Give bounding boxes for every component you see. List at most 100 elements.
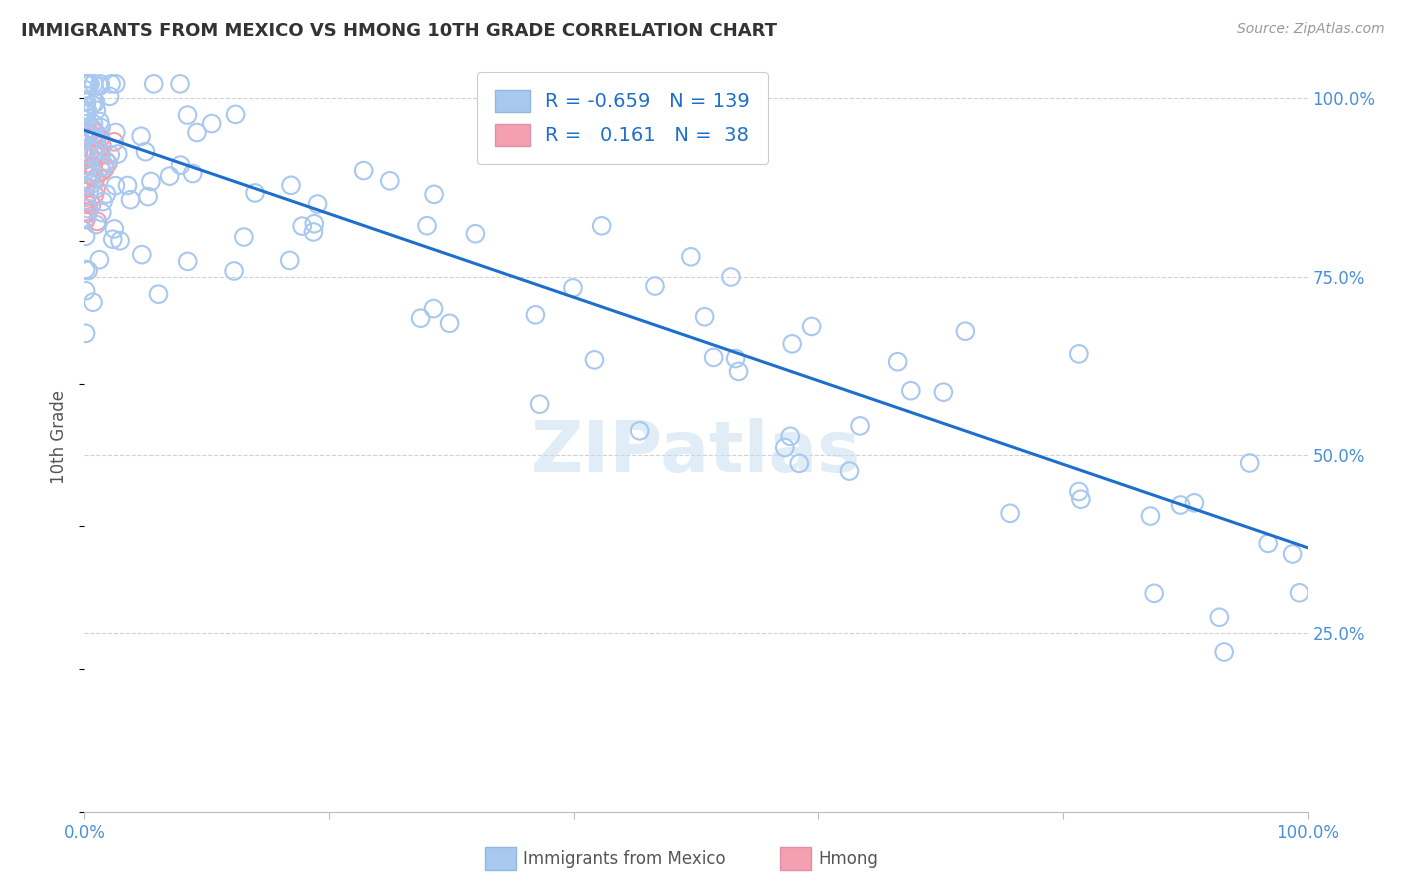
Point: [169, 77, 191, 91]
Point: [77, 77, 100, 91]
Point: [304, 217, 326, 231]
Point: [77, 263, 100, 277]
Point: [83, 187, 105, 202]
Point: [1257, 536, 1279, 550]
Point: [86, 103, 108, 118]
Point: [76, 103, 98, 118]
Point: [75, 211, 97, 225]
Point: [82, 117, 104, 131]
Point: [76, 205, 98, 219]
Point: [91, 194, 114, 209]
Point: [75, 284, 97, 298]
Point: [86, 137, 108, 152]
Point: [1288, 586, 1310, 600]
Point: [849, 418, 872, 433]
Point: [80, 167, 103, 181]
Point: [591, 219, 613, 233]
Text: IMMIGRANTS FROM MEXICO VS HMONG 10TH GRADE CORRELATION CHART: IMMIGRANTS FROM MEXICO VS HMONG 10TH GRA…: [21, 22, 778, 40]
Point: [75, 77, 97, 91]
Point: [82, 169, 104, 183]
Point: [104, 178, 127, 193]
Point: [679, 250, 702, 264]
Point: [75, 146, 97, 161]
Point: [562, 281, 585, 295]
Point: [75, 229, 97, 244]
Point: [89, 79, 111, 94]
Point: [1070, 492, 1092, 507]
Point: [101, 232, 124, 246]
Point: [76, 77, 98, 91]
Point: [91, 164, 114, 178]
Point: [89, 131, 111, 145]
Point: [76, 206, 98, 220]
Point: [232, 230, 254, 244]
Point: [693, 310, 716, 324]
Point: [291, 219, 314, 234]
Text: Hmong: Hmong: [818, 850, 879, 868]
Point: [75, 193, 97, 207]
Point: [1143, 586, 1166, 600]
Point: [439, 316, 461, 330]
Point: [90, 205, 112, 219]
Point: [89, 114, 111, 128]
Point: [83, 77, 105, 91]
Point: [583, 136, 606, 151]
Point: [353, 163, 375, 178]
Point: [280, 178, 302, 193]
Point: [159, 169, 181, 183]
Y-axis label: 10th Grade: 10th Grade: [51, 390, 69, 484]
Text: ZIPatlas: ZIPatlas: [531, 417, 860, 486]
Point: [628, 424, 651, 438]
Point: [103, 222, 125, 236]
Point: [378, 174, 401, 188]
Point: [628, 138, 651, 153]
Point: [117, 178, 139, 193]
Point: [76, 197, 98, 211]
Point: [84, 145, 107, 159]
Point: [139, 174, 162, 188]
Point: [77, 141, 100, 155]
Point: [104, 126, 127, 140]
Point: [75, 149, 97, 163]
Point: [142, 77, 165, 91]
Point: [422, 301, 444, 316]
Point: [75, 106, 97, 120]
Point: [82, 295, 104, 310]
Point: [75, 195, 97, 210]
Point: [86, 214, 108, 228]
Point: [75, 151, 97, 165]
Point: [134, 145, 156, 159]
Point: [727, 364, 749, 378]
Point: [86, 127, 108, 141]
Point: [75, 326, 97, 341]
Point: [75, 189, 97, 203]
Point: [100, 77, 122, 91]
Point: [129, 129, 152, 144]
Point: [1067, 484, 1090, 499]
Point: [77, 146, 100, 161]
Point: [84, 95, 107, 110]
Point: [82, 121, 104, 136]
Point: [82, 97, 104, 112]
Point: [76, 77, 98, 91]
Point: [77, 168, 100, 182]
Point: [83, 126, 105, 140]
Legend: R = -0.659   N = 139, R =   0.161   N =  38: R = -0.659 N = 139, R = 0.161 N = 38: [478, 72, 768, 164]
Point: [75, 205, 97, 219]
Point: [79, 178, 101, 192]
Point: [177, 254, 200, 268]
Point: [94, 154, 117, 169]
Point: [900, 384, 922, 398]
Point: [1281, 547, 1303, 561]
Point: [780, 337, 803, 351]
Point: [75, 99, 97, 113]
Point: [107, 147, 129, 161]
Point: [79, 77, 101, 91]
Point: [83, 132, 105, 146]
Point: [75, 164, 97, 178]
Text: Immigrants from Mexico: Immigrants from Mexico: [523, 850, 725, 868]
Point: [76, 95, 98, 110]
Point: [169, 158, 191, 172]
Point: [529, 397, 551, 411]
Point: [77, 202, 100, 216]
